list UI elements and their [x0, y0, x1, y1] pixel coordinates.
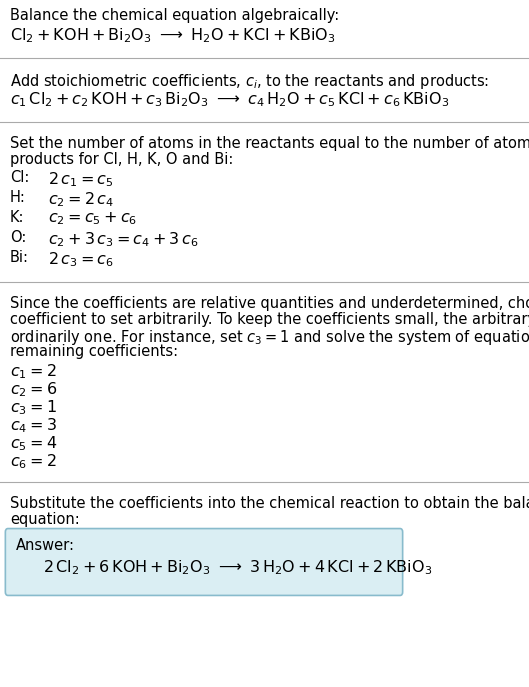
Text: $2\,\mathrm{Cl_2} + 6\,\mathrm{KOH} + \mathrm{Bi_2O_3} \ \longrightarrow \ 3\,\m: $2\,\mathrm{Cl_2} + 6\,\mathrm{KOH} + \m… [43, 558, 432, 576]
Text: $c_2 + 3\,c_3 = c_4 + 3\,c_6$: $c_2 + 3\,c_3 = c_4 + 3\,c_6$ [48, 230, 199, 249]
Text: $c_5 = 4$: $c_5 = 4$ [10, 434, 57, 453]
Text: $c_6 = 2$: $c_6 = 2$ [10, 452, 57, 471]
Text: $2\,c_1 = c_5$: $2\,c_1 = c_5$ [48, 170, 114, 189]
Text: $c_3 = 1$: $c_3 = 1$ [10, 398, 57, 417]
Text: products for Cl, H, K, O and Bi:: products for Cl, H, K, O and Bi: [10, 152, 233, 167]
Text: coefficient to set arbitrarily. To keep the coefficients small, the arbitrary va: coefficient to set arbitrarily. To keep … [10, 312, 529, 327]
Text: $c_2 = c_5 + c_6$: $c_2 = c_5 + c_6$ [48, 210, 137, 227]
Text: Bi:: Bi: [10, 250, 29, 265]
Text: K:: K: [10, 210, 24, 225]
Text: $\mathrm{Cl_2 + KOH + Bi_2O_3 \ \longrightarrow \ H_2O + KCl + KBiO_3}$: $\mathrm{Cl_2 + KOH + Bi_2O_3 \ \longrig… [10, 26, 335, 45]
Text: ordinarily one. For instance, set $c_3 = 1$ and solve the system of equations fo: ordinarily one. For instance, set $c_3 =… [10, 328, 529, 347]
Text: Answer:: Answer: [16, 538, 75, 553]
Text: Balance the chemical equation algebraically:: Balance the chemical equation algebraica… [10, 8, 339, 23]
Text: Add stoichiometric coefficients, $c_i$, to the reactants and products:: Add stoichiometric coefficients, $c_i$, … [10, 72, 489, 91]
Text: $c_1\,\mathrm{Cl_2} + c_2\,\mathrm{KOH} + c_3\,\mathrm{Bi_2O_3} \ \longrightarro: $c_1\,\mathrm{Cl_2} + c_2\,\mathrm{KOH} … [10, 90, 449, 109]
Text: Substitute the coefficients into the chemical reaction to obtain the balanced: Substitute the coefficients into the che… [10, 496, 529, 511]
Text: Set the number of atoms in the reactants equal to the number of atoms in the: Set the number of atoms in the reactants… [10, 136, 529, 151]
Text: $c_4 = 3$: $c_4 = 3$ [10, 416, 57, 435]
Text: $c_2 = 6$: $c_2 = 6$ [10, 380, 57, 398]
Text: equation:: equation: [10, 512, 80, 527]
Text: H:: H: [10, 190, 26, 205]
FancyBboxPatch shape [5, 528, 403, 596]
Text: remaining coefficients:: remaining coefficients: [10, 344, 178, 359]
Text: Cl:: Cl: [10, 170, 30, 185]
Text: $c_2 = 2\,c_4$: $c_2 = 2\,c_4$ [48, 190, 114, 209]
Text: Since the coefficients are relative quantities and underdetermined, choose a: Since the coefficients are relative quan… [10, 296, 529, 311]
Text: $2\,c_3 = c_6$: $2\,c_3 = c_6$ [48, 250, 114, 269]
Text: $c_1 = 2$: $c_1 = 2$ [10, 362, 57, 381]
Text: O:: O: [10, 230, 26, 245]
